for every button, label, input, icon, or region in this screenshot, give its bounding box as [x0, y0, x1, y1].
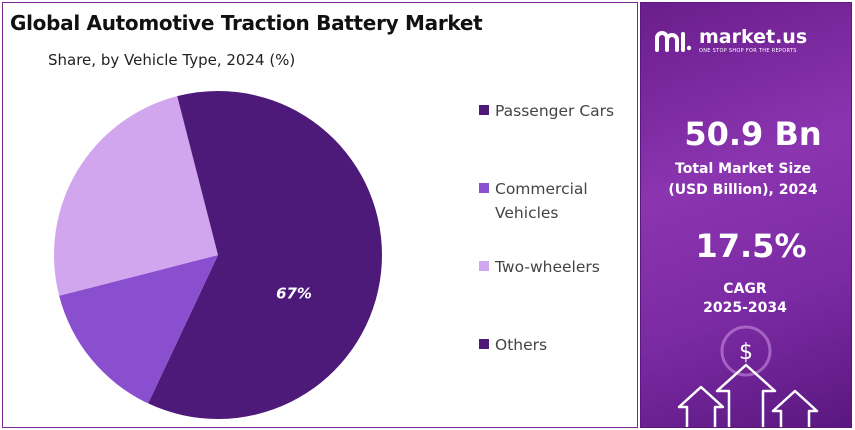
market-us-logo-icon	[655, 31, 692, 52]
legend-item-two-wheelers: Two-wheelers	[479, 255, 630, 279]
dollar-symbol: $	[739, 340, 753, 365]
cagr-label-line-2: 2025-2034	[703, 300, 787, 316]
market-size-value: 50.9 Bn	[684, 115, 822, 153]
data-label: 67%	[276, 284, 312, 302]
pie-slice-two-wheelers	[53, 96, 219, 296]
legend-swatch	[479, 339, 489, 349]
pie-chart: 67%	[53, 91, 382, 419]
market-size-label-line-2: (USD Billion), 2024	[668, 182, 818, 198]
brand-logo-block: market.us ONE STOP SHOP FOR THE REPORTS	[653, 27, 807, 55]
legend-label: Passenger Cars	[495, 102, 615, 120]
market-size-label: Total Market Size (USD Billion), 2024	[641, 159, 849, 201]
pie-slice-others	[177, 91, 218, 255]
legend-label: Two-wheelers	[495, 258, 600, 276]
legend-swatch	[479, 183, 489, 193]
legend-swatch	[479, 105, 489, 115]
chart-subtitle: Share, by Vehicle Type, 2024 (%)	[48, 51, 296, 69]
legend-item-others: Others	[479, 333, 630, 357]
legend-label: Commercial Vehicles	[495, 180, 588, 222]
pie-slice-commercial-vehicles	[59, 255, 218, 404]
chart-title: Global Automotive Traction Battery Marke…	[10, 11, 483, 35]
cagr-label: CAGR 2025-2034	[641, 280, 851, 318]
market-size-label-line-1: Total Market Size	[675, 161, 811, 177]
chart-panel: Global Automotive Traction Battery Marke…	[2, 2, 638, 428]
pie-slice-passenger-cars	[148, 91, 382, 419]
legend-item-passenger-cars: Passenger Cars	[479, 99, 630, 123]
growth-arrows-icon: $	[677, 325, 819, 427]
stats-sidebar: market.us ONE STOP SHOP FOR THE REPORTS …	[640, 2, 852, 428]
cagr-label-line-1: CAGR	[723, 281, 767, 297]
legend-item-commercial-vehicles: Commercial Vehicles	[479, 177, 630, 225]
legend-swatch	[479, 261, 489, 271]
cagr-value: 17.5%	[695, 227, 807, 265]
legend-label: Others	[495, 336, 548, 354]
brand-name: market.us	[699, 26, 808, 48]
brand-tagline: ONE STOP SHOP FOR THE REPORTS	[699, 48, 797, 54]
